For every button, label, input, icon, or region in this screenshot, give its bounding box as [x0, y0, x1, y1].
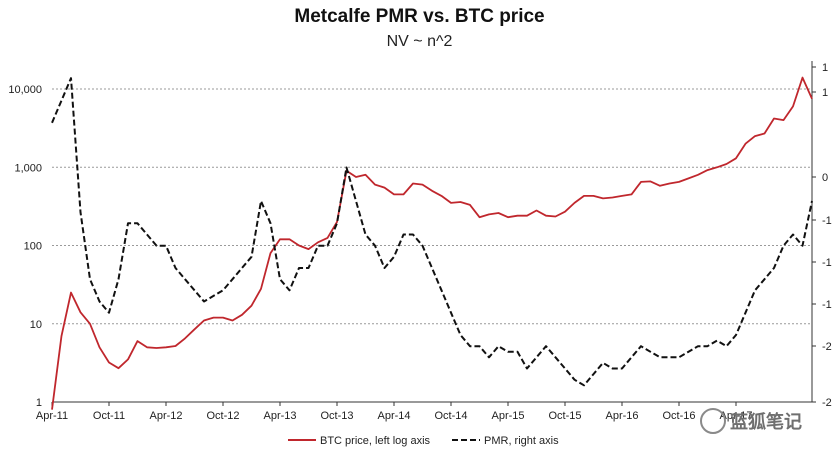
right-tick-label: -2: [822, 397, 832, 409]
right-tick-label: -2: [822, 341, 832, 353]
x-tick-label: Apr-17: [719, 410, 752, 422]
left-tick-label: 1: [36, 397, 42, 409]
wechat-logo-icon: [700, 408, 726, 434]
x-tick-label: Apr-12: [149, 410, 182, 422]
btc-price-line: [51, 76, 813, 410]
series-lines: [51, 76, 813, 410]
right-tick-label: 1: [822, 62, 828, 74]
legend-label-pmr: PMR, right axis: [484, 435, 559, 447]
right-tick-label: 1: [822, 87, 828, 99]
x-tick-label: Oct-16: [662, 410, 695, 422]
left-tick-label: 10,000: [8, 84, 42, 96]
left-tick-label: 100: [24, 241, 42, 253]
watermark-text: 蓝狐笔记: [730, 412, 802, 432]
right-tick-label: 0: [822, 172, 828, 184]
x-tick-label: Apr-11: [36, 410, 68, 422]
pmr-line: [51, 77, 813, 387]
x-tick-label: Apr-14: [377, 410, 410, 422]
right-tick-label: -1: [822, 299, 832, 311]
x-tick-label: Oct-14: [434, 410, 467, 422]
chart-title: Metcalfe PMR vs. BTC price: [294, 6, 545, 27]
x-tick-label: Apr-15: [491, 410, 524, 422]
x-tick-label: Oct-15: [548, 410, 581, 422]
right-tick-label: -1: [822, 215, 832, 227]
left-tick-label: 1,000: [14, 162, 42, 174]
x-tick-label: Oct-13: [320, 410, 353, 422]
gridlines: [52, 88, 812, 325]
watermark: 蓝狐笔记: [700, 408, 802, 434]
x-tick-label: Oct-11: [93, 410, 125, 422]
left-tick-label: 10: [30, 319, 42, 331]
x-tick-label: Oct-12: [206, 410, 239, 422]
x-tick-label: Apr-16: [605, 410, 638, 422]
legend-label-btc: BTC price, left log axis: [320, 435, 431, 447]
chart-subtitle: NV ~ n^2: [386, 33, 453, 50]
x-tick-label: Apr-13: [263, 410, 296, 422]
right-tick-label: -1: [822, 257, 832, 269]
legend: BTC price, left log axis PMR, right axis: [288, 435, 559, 447]
